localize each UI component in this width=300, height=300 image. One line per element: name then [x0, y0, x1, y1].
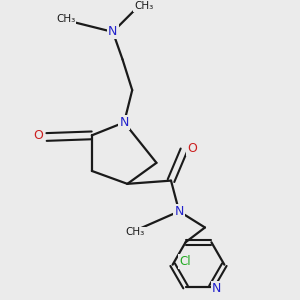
Text: O: O [34, 129, 44, 142]
Text: Cl: Cl [179, 255, 191, 268]
Text: CH₃: CH₃ [134, 1, 153, 11]
Text: CH₃: CH₃ [56, 14, 76, 24]
Text: CH₃: CH₃ [126, 227, 145, 237]
Text: N: N [174, 205, 184, 218]
Text: N: N [108, 26, 118, 38]
Text: N: N [119, 116, 129, 129]
Text: N: N [212, 282, 221, 295]
Text: O: O [187, 142, 197, 155]
